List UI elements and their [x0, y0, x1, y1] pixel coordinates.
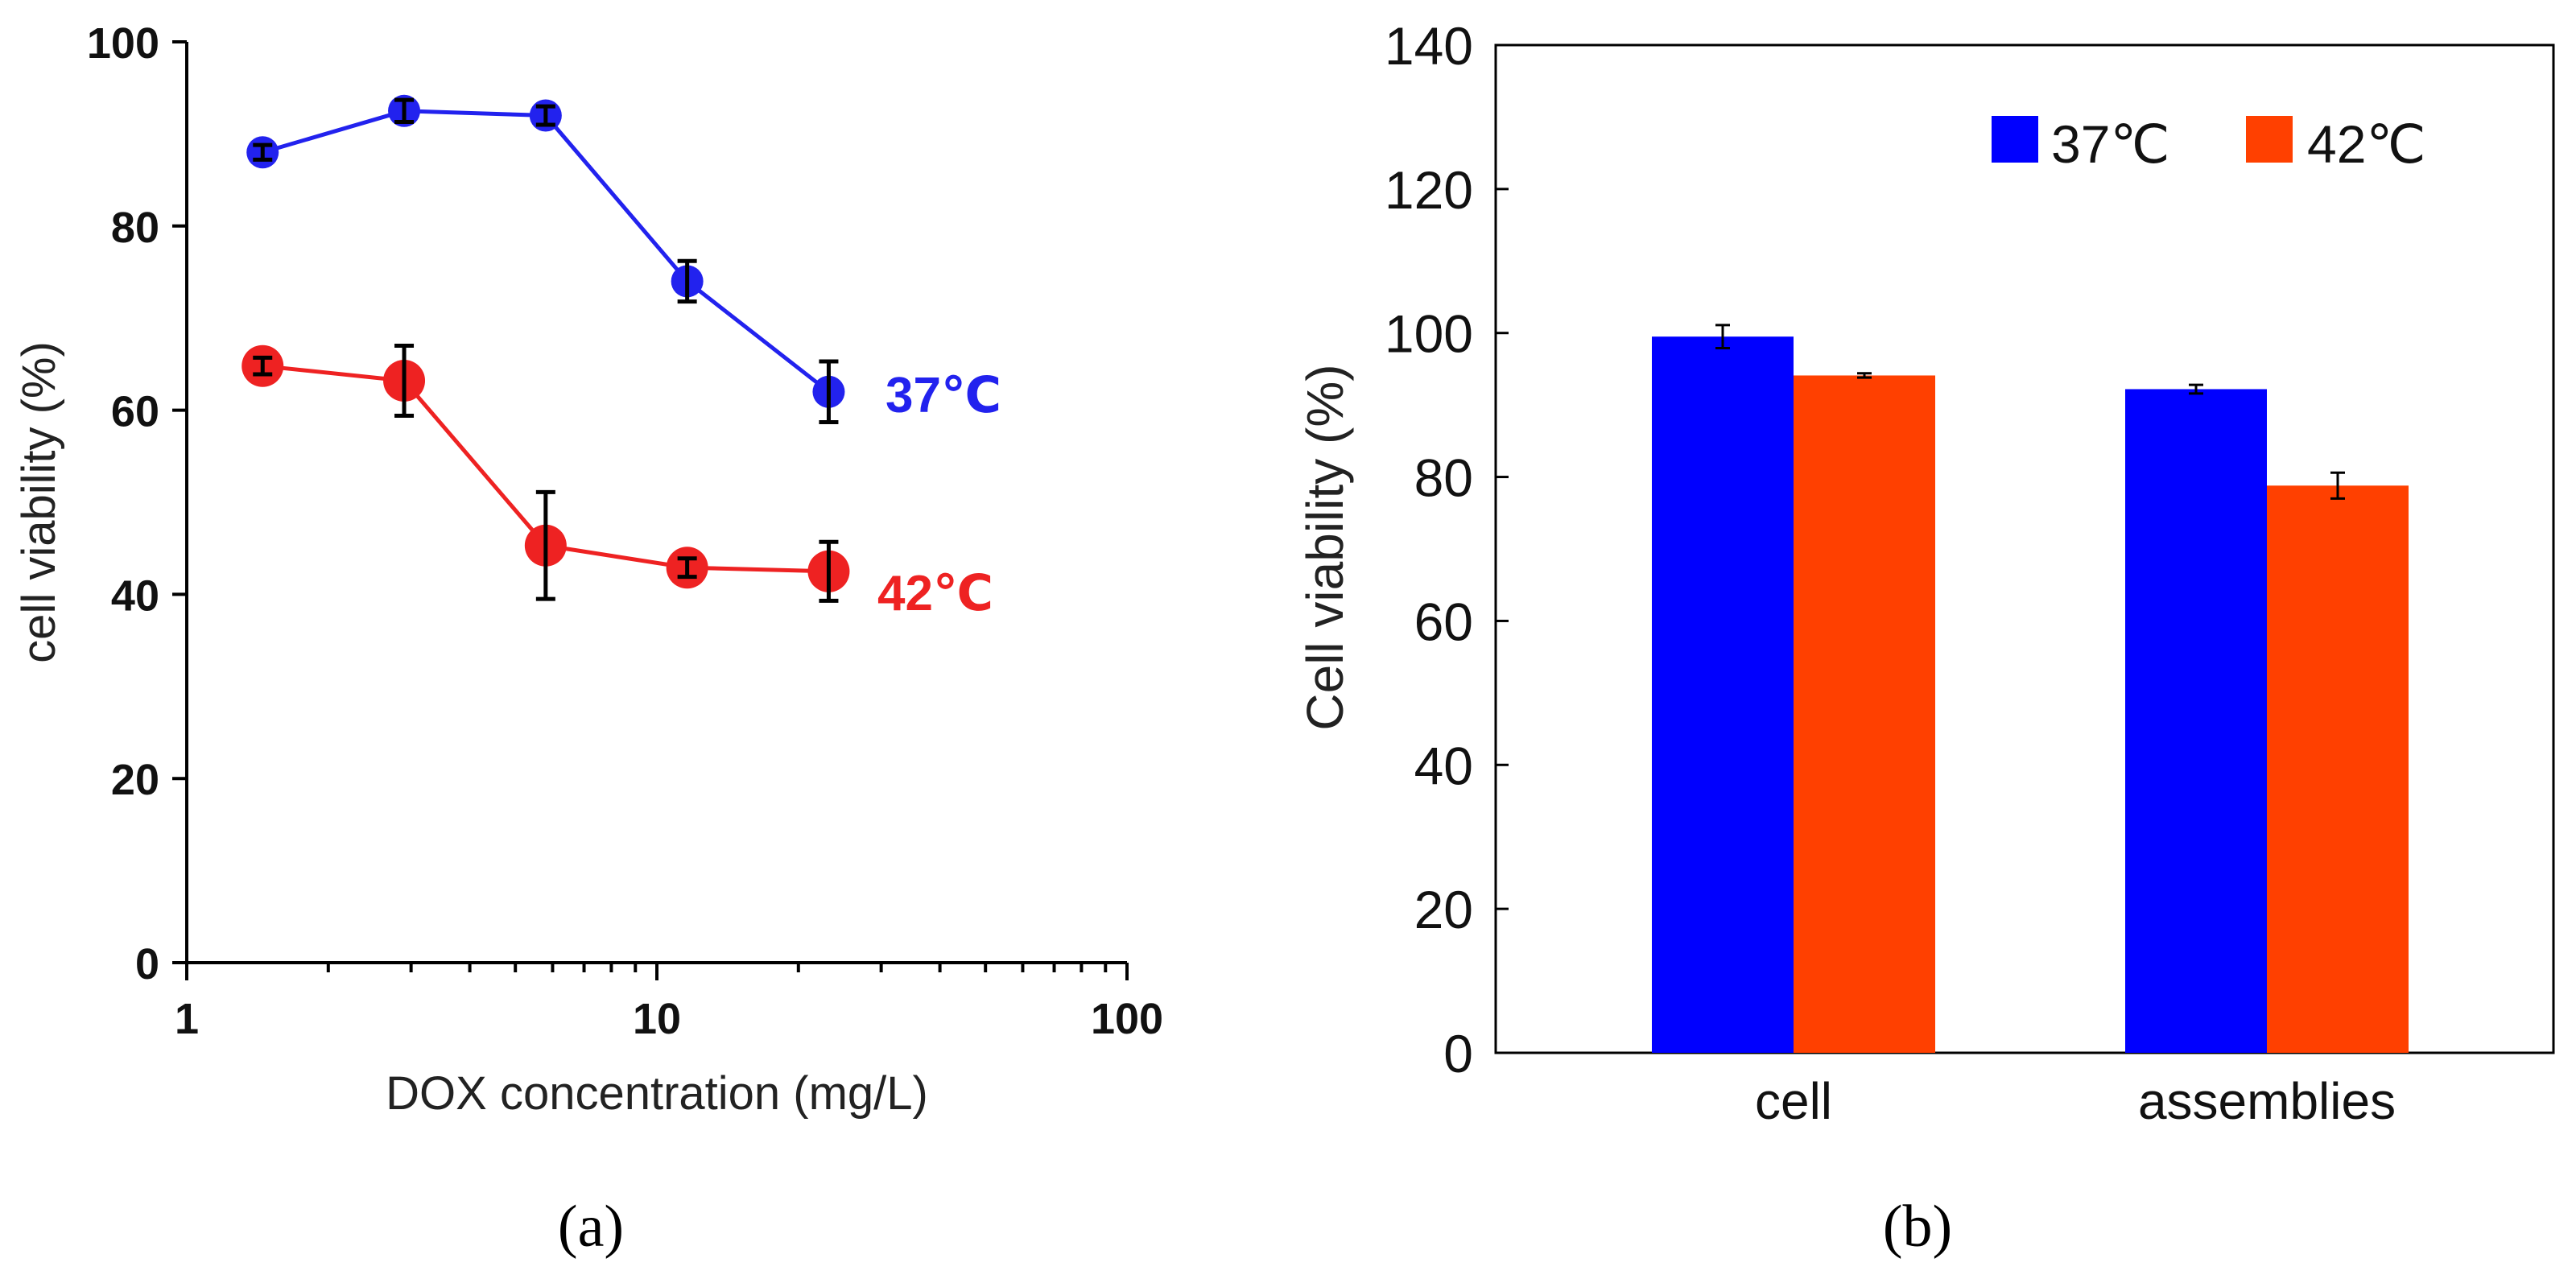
error-bar-37c	[819, 359, 839, 424]
y-tick-label: 40	[111, 571, 159, 620]
panel-b-plot-frame	[1494, 43, 2555, 1054]
legend-swatch-37c	[1992, 116, 2038, 163]
series-42c	[242, 344, 850, 603]
bar-cell-37c	[1652, 336, 1794, 1054]
category-label: cell	[1755, 1072, 1832, 1130]
y-tick-label: 80	[111, 204, 159, 252]
y-tick-label: 20	[111, 756, 159, 804]
panel-a-caption: (a)	[558, 1194, 624, 1260]
panel-b-category-labels: cell assemblies	[1755, 1072, 2396, 1130]
legend: 37℃ 42℃	[1992, 114, 2426, 174]
x-tick-label: 10	[633, 995, 681, 1043]
y-tick-label: 120	[1385, 160, 1473, 220]
panel-b-caption: (b)	[1883, 1194, 1952, 1260]
y-tick-label: 60	[111, 388, 159, 436]
error-bar-cell-37c	[1715, 324, 1730, 349]
error-bar-37c	[535, 104, 555, 127]
legend-label-42c: 42℃	[2307, 114, 2426, 174]
series-label-37c: 37℃	[886, 368, 1001, 423]
panel-b-y-axis-title: Cell viability (%)	[1296, 364, 1354, 730]
panel-b-y-tick-labels: 0 20 40 60 80 100 120 140	[1385, 16, 1473, 1083]
y-tick-label: 60	[1414, 592, 1473, 651]
panel-a-series	[242, 94, 850, 603]
bar-cell-42c	[1794, 375, 1935, 1053]
y-tick-label: 80	[1414, 448, 1473, 508]
error-bar-42c	[394, 344, 415, 418]
panel-a-y-tick-labels: 0 20 40 60 80 100	[87, 19, 159, 988]
panel-a-axis-ticks	[172, 40, 1129, 980]
error-bar-37c	[677, 258, 697, 304]
x-tick-label: 100	[1091, 995, 1163, 1043]
panel-a-x-tick-labels: 1 10 100	[175, 995, 1163, 1043]
y-tick-label: 40	[1414, 736, 1473, 795]
panel-a-line-chart: 0 20 40 60 80 100 1 10 100 DOX concentration (m…	[13, 19, 1163, 1260]
bar-assemblies-37c	[2125, 389, 2267, 1053]
error-bar-37c	[394, 97, 415, 125]
y-tick-label: 20	[1414, 880, 1473, 939]
y-tick-label: 100	[1385, 304, 1473, 364]
error-bar-42c	[819, 539, 839, 603]
error-bar-42c	[535, 489, 555, 601]
error-bar-cell-42c	[1857, 372, 1872, 379]
panel-a-y-axis-title: cell viability (%)	[13, 341, 65, 663]
error-bar-42c	[253, 355, 273, 377]
panel-b-bar-chart: 0 20 40 60 80 100 120 140 cell assemblies Cell v…	[1296, 16, 2555, 1260]
category-label: assemblies	[2138, 1072, 2396, 1130]
x-tick-label: 1	[175, 995, 199, 1043]
legend-swatch-42c	[2246, 116, 2293, 163]
error-bar-42c	[677, 556, 697, 580]
panel-b-bars	[1652, 324, 2409, 1054]
panel-b-axis-ticks	[1496, 43, 1509, 1054]
bar-group-cell	[1652, 324, 1935, 1054]
legend-label-37c: 37℃	[2051, 114, 2170, 174]
error-bar-assemblies-37c	[2189, 383, 2203, 395]
panel-a-x-axis-title: DOX concentration (mg/L)	[386, 1067, 928, 1120]
bar-group-assemblies	[2125, 383, 2409, 1053]
y-tick-label: 140	[1385, 16, 1473, 76]
y-tick-label: 100	[87, 19, 159, 68]
series-line-37c	[262, 109, 830, 394]
y-tick-label: 0	[135, 940, 159, 988]
bar-assemblies-42c	[2267, 485, 2409, 1053]
series-37c	[246, 94, 845, 424]
error-bar-37c	[253, 142, 273, 162]
y-tick-label: 0	[1443, 1024, 1473, 1083]
error-bar-assemblies-42c	[2330, 471, 2345, 500]
series-label-42c: 42℃	[877, 566, 993, 621]
